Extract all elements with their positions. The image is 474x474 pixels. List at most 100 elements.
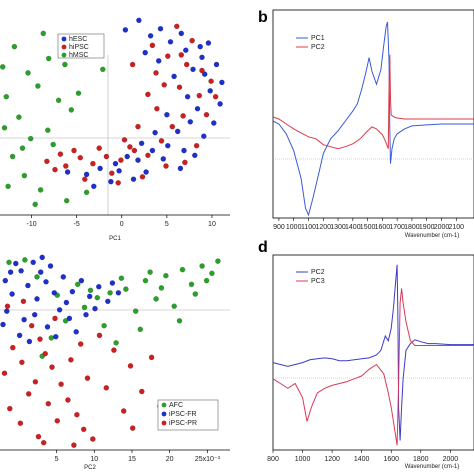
- data-point-hesc: [83, 171, 90, 178]
- data-point-hipsc: [109, 170, 115, 176]
- data-point-hmsc: [1, 125, 8, 131]
- data-point-hipsc: [52, 166, 58, 173]
- data-point-hesc: [157, 25, 164, 32]
- series-line-pc2: [272, 264, 474, 441]
- data-point-hipsc: [174, 23, 180, 30]
- data-point-hesc: [207, 88, 213, 94]
- data-point-ipsc-pr: [80, 426, 87, 433]
- data-point-hmsc: [25, 70, 31, 76]
- data-point-hipsc: [139, 174, 146, 180]
- data-point-afc: [113, 340, 119, 346]
- data-point-hipsc: [77, 154, 84, 161]
- data-point-hesc: [167, 39, 174, 45]
- x-tick-label: 1200: [315, 224, 331, 231]
- legend-label: PC2: [311, 44, 325, 51]
- data-point-ipsc-pr: [127, 363, 134, 369]
- data-point-ipsc-fr: [51, 290, 58, 296]
- data-point-hesc: [177, 165, 184, 172]
- data-point-hmsc: [50, 141, 56, 148]
- x-tick-label: 1400: [354, 456, 370, 463]
- data-point-ipsc-pr: [65, 397, 71, 403]
- x-tick-label: 900: [273, 224, 285, 231]
- data-point-ipsc-fr: [26, 338, 33, 345]
- data-point-hesc: [124, 153, 130, 160]
- data-point-ipsc-pr: [54, 418, 61, 424]
- data-point-hesc: [197, 43, 203, 50]
- x-tick-label: 10: [90, 456, 98, 463]
- data-point-hesc: [122, 27, 129, 33]
- data-point-ipsc-fr: [7, 269, 14, 275]
- data-point-hesc: [201, 133, 207, 139]
- data-point-hipsc: [196, 92, 203, 99]
- data-point-hesc: [184, 93, 191, 100]
- data-point-ipsc-pr: [20, 298, 27, 305]
- data-point-hesc: [143, 169, 149, 175]
- data-point-ipsc-fr: [109, 280, 116, 286]
- data-point-hesc: [64, 169, 71, 175]
- x-tick-label: 1500: [360, 224, 376, 231]
- data-point-ipsc-pr: [35, 433, 42, 440]
- data-point-hmsc: [27, 135, 34, 142]
- data-point-ipsc-fr: [31, 311, 38, 318]
- data-point-hipsc: [193, 142, 200, 149]
- data-point-hesc: [213, 61, 220, 68]
- data-point-afc: [6, 259, 12, 266]
- data-point-hipsc: [212, 93, 219, 100]
- legend-marker: [61, 44, 67, 50]
- data-point-hipsc: [178, 52, 185, 58]
- data-point-hmsc: [83, 189, 90, 196]
- data-point-hipsc: [199, 67, 205, 74]
- data-point-ipsc-pr: [58, 381, 64, 387]
- data-point-ipsc-pr: [17, 420, 24, 426]
- data-point-hmsc: [16, 114, 22, 120]
- data-point-afc: [137, 326, 144, 333]
- data-point-hesc: [149, 147, 156, 154]
- data-point-hesc: [165, 142, 171, 149]
- data-point-afc: [74, 281, 81, 288]
- data-point-hipsc: [118, 157, 124, 163]
- data-point-hesc: [147, 33, 154, 39]
- data-point-afc: [215, 258, 221, 264]
- x-tick-label: 5: [165, 221, 169, 228]
- data-point-ipsc-pr: [77, 341, 84, 347]
- x-tick-label: 1600: [383, 456, 399, 463]
- data-point-hipsc: [103, 153, 110, 160]
- x-tick-label: 1800: [413, 456, 429, 463]
- scatter-points: [0, 17, 225, 208]
- data-point-hesc: [108, 178, 114, 185]
- x-tick-label: 2100: [448, 224, 464, 231]
- legend-label: iPSC-PR: [169, 420, 197, 427]
- scatter-panel-afc-ipsc: 5 10 15 20 25x10⁻³ PC2 AFC iPSC-FR iPSC-PR: [0, 254, 230, 471]
- data-point-hmsc: [3, 93, 10, 100]
- data-point-hesc: [187, 119, 194, 125]
- data-point-ipsc-pr: [45, 400, 52, 407]
- data-point-hmsc: [19, 145, 26, 151]
- x-tick-labels: 5 10 15 20 25x10⁻³: [55, 450, 221, 463]
- data-point-hesc: [130, 176, 137, 182]
- data-point-hmsc: [5, 183, 11, 190]
- x-axis-label: PC2: [84, 465, 96, 471]
- data-point-ipsc-pr: [84, 375, 91, 381]
- data-point-ipsc-fr: [83, 311, 89, 318]
- data-point-ipsc-pr: [32, 379, 39, 385]
- data-point-afc: [22, 257, 28, 263]
- x-tick-label: 2000: [443, 456, 459, 463]
- series-lines: [272, 264, 474, 446]
- panel-letter-b: b: [258, 9, 268, 26]
- data-point-hesc: [97, 165, 103, 172]
- data-point-ipsc-pr: [96, 332, 103, 339]
- x-tick-label: 1800: [404, 224, 420, 231]
- data-point-hesc: [155, 58, 162, 64]
- data-point-hmsc: [55, 97, 62, 104]
- data-point-ipsc-pr: [49, 364, 55, 370]
- x-tick-label: 1700: [389, 224, 405, 231]
- data-point-afc: [142, 277, 149, 284]
- data-point-hesc: [138, 140, 145, 147]
- data-point-ipsc-fr: [47, 263, 54, 269]
- data-point-afc: [209, 270, 215, 277]
- data-point-ipsc-pr: [71, 442, 77, 448]
